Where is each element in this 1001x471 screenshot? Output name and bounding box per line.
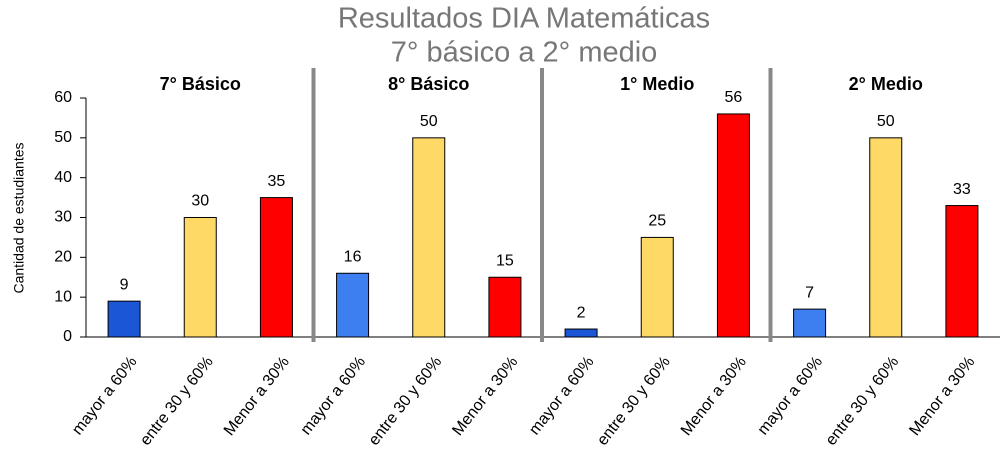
data-label: 2 <box>577 304 586 321</box>
data-label: 9 <box>120 276 129 293</box>
bar <box>793 308 827 338</box>
group-label: 7° Básico <box>160 74 241 94</box>
y-tick-label: 40 <box>54 169 72 186</box>
y-tick-label: 0 <box>63 328 72 345</box>
data-label: 25 <box>648 213 666 230</box>
data-label: 30 <box>191 193 209 210</box>
bar <box>107 300 141 338</box>
x-tick-label: entre 30 y 60% <box>594 354 674 449</box>
y-tick-label: 50 <box>54 129 72 146</box>
bar <box>183 217 217 338</box>
group-label: 8° Básico <box>388 74 469 94</box>
bar <box>640 236 674 338</box>
chart-title: Resultados DIA Matemáticas <box>338 3 710 35</box>
bar <box>336 272 370 338</box>
y-tick-label: 10 <box>54 288 72 305</box>
x-tick-label: Menor a 30% <box>449 354 521 439</box>
group-label: 1° Medio <box>620 74 694 94</box>
bar <box>488 276 522 338</box>
bar <box>564 328 598 338</box>
data-label: 35 <box>268 173 286 190</box>
data-label: 7 <box>805 284 814 301</box>
data-label: 56 <box>725 89 743 106</box>
x-tick-label: mayor a 60% <box>298 354 369 439</box>
y-tick-label: 60 <box>54 89 72 106</box>
x-tick-label: mayor a 60% <box>69 354 140 439</box>
y-axis-label: Cantidad de estudiantes <box>11 143 27 294</box>
bar <box>869 137 903 338</box>
data-label: 50 <box>877 113 895 130</box>
data-label: 16 <box>344 248 362 265</box>
y-tick-label: 20 <box>54 249 72 266</box>
x-tick-label: mayor a 60% <box>755 354 826 439</box>
bar <box>412 137 446 338</box>
bar <box>259 197 293 338</box>
bar <box>945 205 979 338</box>
x-tick-label: Menor a 30% <box>906 354 978 439</box>
x-tick-label: entre 30 y 60% <box>366 354 446 449</box>
bar <box>716 113 750 338</box>
chart-subtitle: 7° básico a 2° medio <box>391 37 658 69</box>
data-label: 50 <box>420 113 438 130</box>
x-tick-label: Menor a 30% <box>678 354 750 439</box>
data-label: 15 <box>496 252 514 269</box>
x-tick-label: Menor a 30% <box>221 354 293 439</box>
x-tick-label: entre 30 y 60% <box>137 354 217 449</box>
y-tick-label: 30 <box>54 209 72 226</box>
data-label: 33 <box>953 181 971 198</box>
group-label: 2° Medio <box>849 74 923 94</box>
x-tick-label: entre 30 y 60% <box>823 354 903 449</box>
x-tick-label: mayor a 60% <box>526 354 597 439</box>
